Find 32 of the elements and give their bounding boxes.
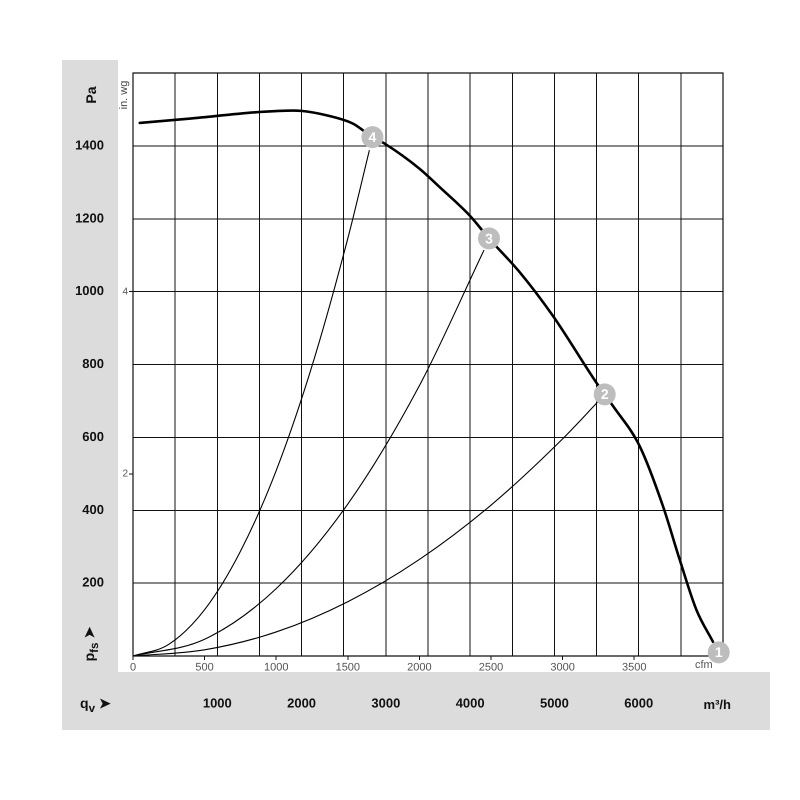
y-axis-title: Pa [83,86,99,104]
x2-tick-label: 3000 [371,695,400,710]
y-tick-label: 600 [82,428,104,444]
x-axis-title: cfm [695,659,713,671]
text: q$_{v}$ ➤ [80,695,111,715]
x2-tick-label: 4000 [456,695,485,710]
y-tick-label: 1200 [75,210,104,226]
x-tick-label: 2000 [407,662,432,674]
y2-tick-label: 4 [122,286,128,298]
x-tick-label: 0 [130,662,136,674]
y-tick-label: 1000 [75,283,104,298]
annotation: 1 [714,644,723,660]
y-tick-label: 400 [82,502,104,517]
y2-axis-title: in. wg [118,80,130,110]
y-tick-label: 800 [82,356,104,372]
y-tick-label: 200 [82,574,104,590]
x-tick-label: 1500 [336,662,360,674]
annotation: 2 [600,386,609,402]
x-tick-label: 500 [195,662,214,674]
x2-tick-label: 6000 [624,695,654,710]
annotation: 3 [485,230,494,246]
y-tick-label: 1400 [75,137,104,152]
x2-tick-label: 5000 [540,695,569,710]
x-tick-label: 3500 [622,662,646,674]
x-tick-label: 2500 [478,662,504,674]
x2-tick-label: 2000 [287,695,316,710]
annotation: 4 [368,128,377,145]
x-tick-label: 1000 [264,662,288,674]
x2-axis-title: m³/h [704,697,731,712]
y2-tick-label: 2 [122,468,128,480]
x2-tick-label: 1000 [202,695,232,710]
x-tick-label: 3000 [550,662,575,674]
